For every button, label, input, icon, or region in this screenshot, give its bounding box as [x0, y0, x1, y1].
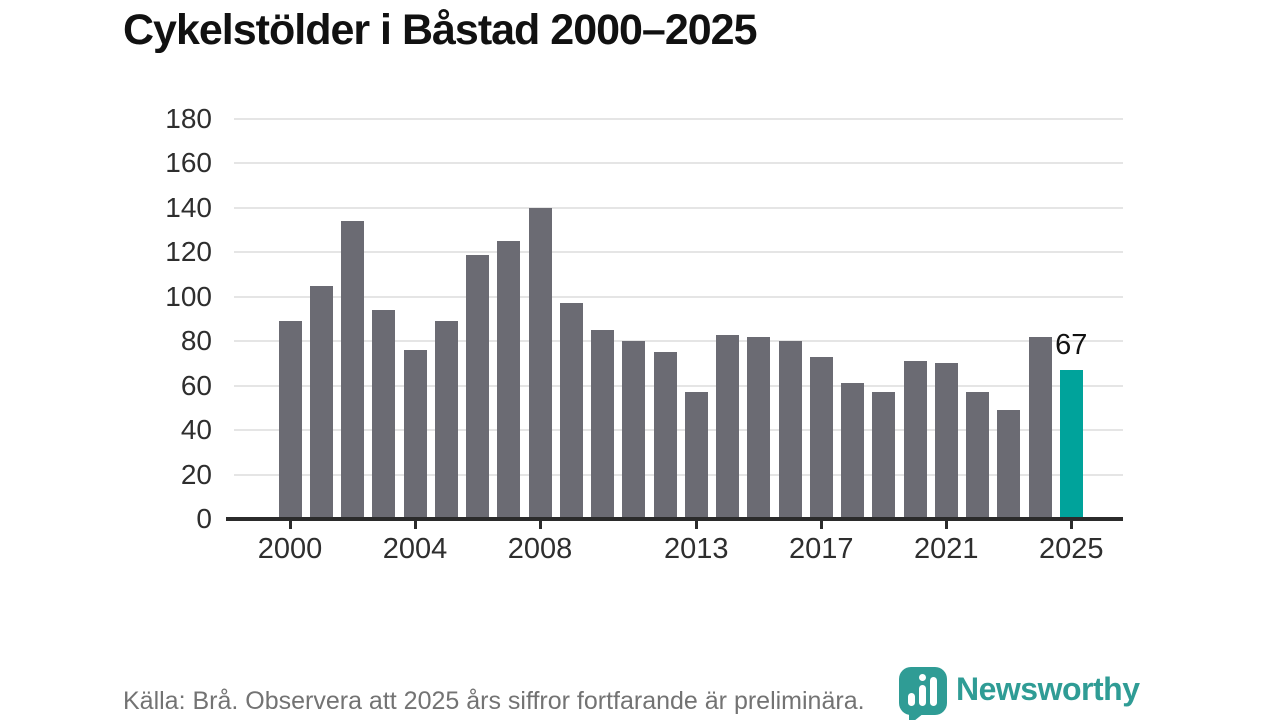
logo-bar-icon: [908, 693, 915, 706]
bar-2019: [872, 392, 896, 519]
gridline-100: [234, 295, 1123, 298]
y-axis-label-100: 100: [165, 280, 212, 312]
x-axis-label-2000: 2000: [257, 533, 323, 565]
bar-2005: [434, 321, 458, 519]
y-axis-label-0: 0: [196, 503, 212, 534]
bar-2002: [341, 221, 364, 519]
bar-2003: [372, 310, 396, 519]
bar-2017: [809, 356, 833, 519]
logo-bar-icon: [930, 677, 937, 706]
x-tick-2017: [819, 521, 823, 529]
newsworthy-logo: Newsworthy: [899, 665, 1159, 720]
plot-area: 0 20 40 60 80 100 120 140 160 180 67 2000 2004 2008 20…: [165, 103, 1123, 565]
bar-2000: [278, 321, 302, 519]
x-tick-2008: [538, 521, 542, 529]
x-tick-2004: [413, 521, 417, 529]
chart-title: Cykelstölder i Båstad 2000–2025: [123, 6, 758, 54]
bar-2010: [591, 330, 614, 519]
bar-2007: [497, 241, 521, 519]
x-axis-label-2008: 2008: [507, 533, 573, 565]
bar-2025: [1059, 370, 1083, 519]
bar-2015: [747, 336, 771, 519]
bar-2004: [403, 350, 427, 519]
y-axis-label-180: 180: [165, 103, 212, 134]
x-tick-2000: [288, 521, 292, 529]
logo-bar-icon: [919, 685, 926, 706]
bar-2001: [309, 285, 333, 519]
y-axis-label-60: 60: [180, 369, 212, 401]
highlight-value-label: 67: [1055, 329, 1088, 362]
gridline-20: [234, 473, 1123, 476]
x-tick-2013: [694, 521, 698, 529]
bar-2020: [903, 361, 927, 519]
bar-2014: [716, 334, 739, 519]
bar-2011: [622, 341, 646, 519]
bar-2012: [653, 352, 677, 519]
x-tick-2025: [1069, 521, 1073, 529]
x-tick-2021: [944, 521, 948, 529]
x-axis-label-2025: 2025: [1038, 533, 1104, 565]
newsworthy-speech-bubble-bar-chart-icon: [899, 667, 947, 715]
gridline-80: [234, 340, 1123, 343]
logo-dot-icon: [919, 674, 926, 681]
gridline-140: [234, 206, 1123, 209]
y-axis-label-120: 120: [165, 236, 212, 268]
bar-2021: [934, 363, 958, 519]
y-axis-label-40: 40: [180, 414, 212, 446]
bar-2018: [841, 383, 864, 519]
gridline-60: [234, 384, 1123, 387]
x-axis-label-2021: 2021: [913, 533, 979, 565]
bar-2023: [997, 410, 1021, 519]
logo-tail-icon: [909, 713, 924, 720]
gridline-160: [234, 162, 1123, 165]
x-axis-label-2017: 2017: [788, 533, 854, 565]
newsworthy-logo-text: Newsworthy: [956, 671, 1140, 707]
gridline-120: [234, 251, 1123, 254]
gridline-180: [234, 118, 1123, 120]
bar-2013: [684, 392, 708, 519]
bar-2022: [966, 392, 989, 519]
bar-2008: [528, 207, 552, 519]
bar-2024: [1028, 336, 1052, 519]
y-axis-label-160: 160: [165, 147, 212, 179]
bar-2009: [559, 303, 583, 519]
bar-2016: [778, 341, 802, 519]
y-axis-label-140: 140: [165, 191, 212, 223]
bar-2006: [466, 254, 489, 519]
x-axis-label-2004: 2004: [382, 533, 448, 565]
x-axis-line: [226, 517, 1123, 521]
y-axis-label-20: 20: [180, 458, 212, 490]
x-axis-label-2013: 2013: [663, 533, 729, 565]
y-axis-label-80: 80: [180, 325, 212, 357]
gridline-40: [234, 429, 1123, 432]
source-note: Källa: Brå. Observera att 2025 års siffr…: [123, 687, 865, 715]
